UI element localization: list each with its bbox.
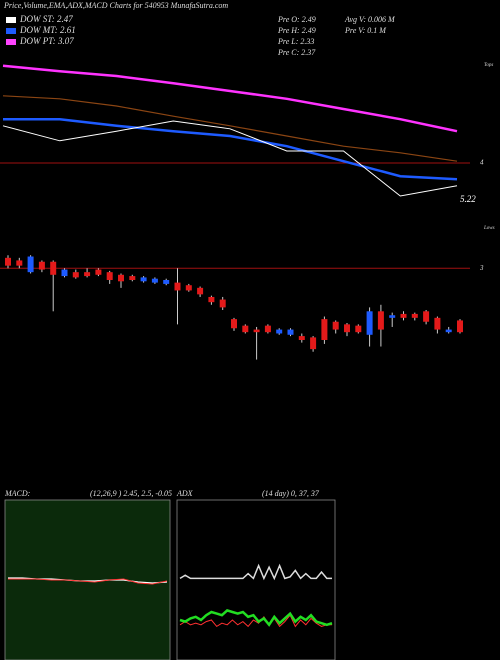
candle-body [355, 325, 362, 333]
panel-subtitle: (12,26,9 ) 2.45, 2.5, -0.05 [90, 489, 172, 498]
legend-label: DOW ST: 2.47 [19, 14, 73, 24]
candle-body [411, 313, 418, 318]
legend-swatch [6, 28, 16, 34]
candle-body [423, 311, 430, 322]
series-line [2, 64, 458, 133]
candle-body [219, 299, 226, 308]
panel-subtitle: (14 day) 0, 37, 37 [262, 489, 320, 498]
candle-body [242, 325, 249, 333]
candle-body [400, 313, 407, 318]
stat-label: Pre O: 2.49 [277, 15, 316, 24]
candle-body [140, 277, 147, 282]
candle-body [95, 269, 102, 275]
candle-body [151, 278, 158, 283]
annotation: Tops [484, 63, 493, 68]
candle-body [377, 311, 384, 330]
candle-body [50, 261, 57, 275]
series-line [3, 117, 458, 181]
candle-body [5, 257, 11, 266]
candle-body [84, 272, 91, 277]
series-line [8, 578, 168, 585]
candle-body [61, 269, 68, 277]
candle-body [434, 317, 441, 330]
series-line [2, 120, 458, 197]
candle-body [321, 319, 328, 340]
stat-label: Avg V: 0.006 M [344, 15, 396, 24]
panel-title: MACD: [4, 489, 31, 498]
legend-label: DOW MT: 2.61 [19, 25, 76, 35]
legend-label: DOW PT: 3.07 [19, 36, 74, 46]
candle-body [276, 329, 283, 334]
candle-body [27, 256, 34, 273]
y-tick-label: 3 [479, 264, 484, 272]
panel-background [176, 499, 336, 660]
candle-body [129, 276, 136, 280]
candle-body [457, 320, 463, 333]
annotation: 5.22 [460, 194, 476, 204]
candle-body [332, 321, 339, 330]
candle-body [185, 285, 192, 291]
legend-swatch [6, 17, 16, 23]
panel-background [4, 499, 171, 660]
candle-body [310, 337, 317, 350]
candle-body [197, 287, 204, 295]
series-line [179, 563, 332, 581]
candle-body [174, 282, 181, 291]
series-line [2, 95, 458, 162]
series-line [179, 608, 333, 627]
stat-label: Pre C: 2.37 [277, 48, 316, 57]
candle-body [389, 315, 396, 318]
stat-label: Pre V: 0.1 M [344, 26, 387, 35]
candle-body [445, 329, 452, 333]
candle-body [253, 329, 260, 333]
series-line [179, 614, 332, 628]
candle-body [344, 324, 350, 333]
y-tick-label: 4 [480, 159, 484, 167]
stat-label: Pre L: 2.33 [277, 37, 314, 46]
stat-label: Pre H: 2.49 [277, 26, 316, 35]
candle-body [106, 272, 113, 280]
candle-body [72, 272, 79, 278]
annotation: Lows [483, 226, 495, 231]
legend-swatch [6, 39, 16, 45]
candle-body [366, 311, 373, 335]
panel-title: ADX [176, 489, 194, 498]
candle-body [231, 319, 237, 329]
candle-body [298, 336, 305, 340]
candle-body [163, 280, 170, 284]
candle-body [118, 274, 124, 282]
candle-body [38, 261, 45, 270]
candle-body [208, 296, 215, 303]
candle-body [287, 329, 294, 335]
candle-body [16, 260, 23, 266]
candle-body [264, 325, 271, 333]
chart-title: Price,Volume,EMA,ADX,MACD Charts for 540… [3, 1, 228, 10]
